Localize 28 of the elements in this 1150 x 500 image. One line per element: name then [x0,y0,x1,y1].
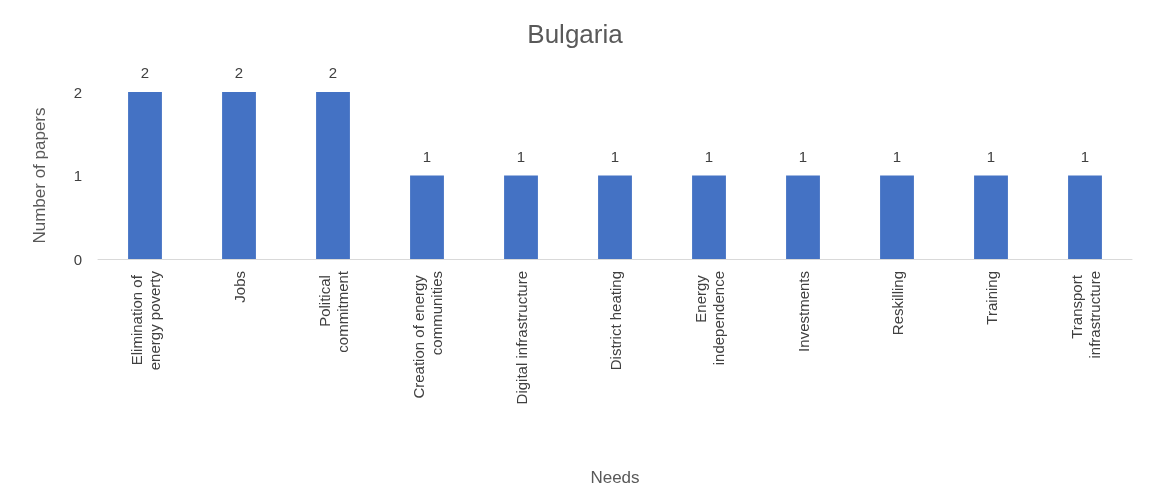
x-tick-label: Transport infrastructure [1067,271,1103,359]
y-axis-title: Number of papers [30,107,49,244]
data-label: 1 [1080,147,1090,165]
data-label: 1 [422,147,432,165]
x-tick-label: Reskilling [888,271,906,336]
chart-title: Bulgaria [527,19,624,49]
data-label: 1 [516,147,526,165]
x-tick-label: Political commitment [315,270,351,353]
x-tick-label: Creation of energy communities [409,271,445,399]
data-label: 1 [798,147,808,165]
y-tick-label: 2 [73,83,82,101]
x-tick-label: Jobs [230,271,248,303]
y-tick-label: 1 [73,167,82,184]
x-tick-label: District heating [606,271,624,371]
x-tick-label: Investments [794,271,812,352]
data-label: 2 [234,64,244,81]
data-label: 1 [892,147,902,165]
x-tick-label: Digital infrastructure [512,271,530,405]
x-tick-label: Training [982,271,1000,325]
data-label: 1 [610,147,620,165]
x-axis-title: Needs [590,468,640,487]
x-tick-label: Energy independence [691,271,727,366]
data-label: 1 [986,147,996,165]
x-tick-label: Elimination of energy poverty [127,270,163,371]
data-label: 2 [140,64,150,81]
data-label: 2 [328,64,338,81]
data-label: 1 [704,147,714,165]
y-tick-label: 0 [73,250,82,268]
